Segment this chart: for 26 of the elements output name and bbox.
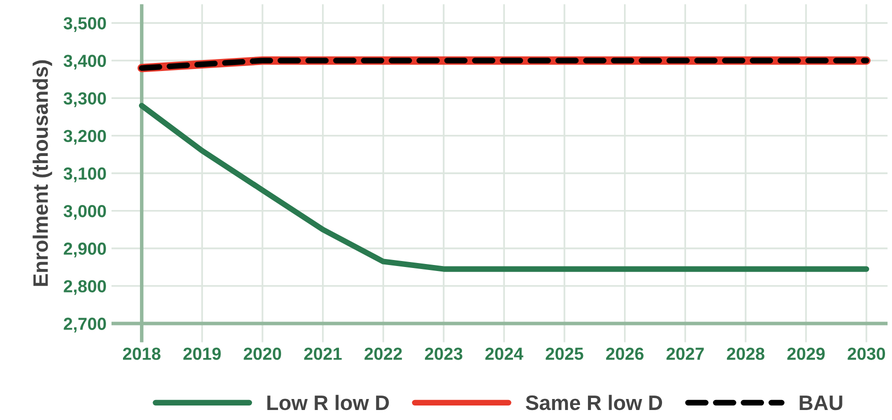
x-tick-label: 2027 [666, 348, 704, 360]
x-tick-label: 2028 [726, 348, 764, 360]
legend-label: Same R low D [526, 394, 662, 410]
x-tick-label: 2021 [304, 348, 342, 360]
x-tick-label: 2026 [606, 348, 644, 360]
y-tick-label: 3,300 [64, 92, 106, 108]
y-tick-label: 3,500 [64, 17, 106, 32]
y-tick-label: 3,000 [64, 204, 106, 220]
x-tick-label: 2024 [485, 348, 524, 360]
x-tick-label: 2020 [244, 348, 282, 360]
x-tick-label: 2029 [787, 348, 825, 360]
x-tick-label: 2022 [364, 348, 402, 360]
x-tick-label: 2018 [122, 348, 160, 360]
legend-label: BAU [800, 396, 842, 410]
y-tick-label: 3,400 [64, 54, 106, 70]
y-tick-label: 2,700 [64, 318, 106, 332]
y-tick-label: 3,200 [64, 130, 106, 145]
legend-label: Low R low D [267, 394, 389, 410]
y-axis-title: Enrolment (thousands) [32, 60, 52, 286]
y-tick-label: 3,100 [64, 167, 106, 182]
x-tick-label: 2025 [546, 348, 584, 360]
y-tick-label: 2,900 [64, 242, 106, 258]
x-tick-label: 2030 [848, 348, 886, 360]
x-tick-label: 2023 [424, 348, 462, 360]
x-tick-label: 2019 [183, 348, 221, 360]
y-tick-label: 2,800 [64, 280, 106, 295]
